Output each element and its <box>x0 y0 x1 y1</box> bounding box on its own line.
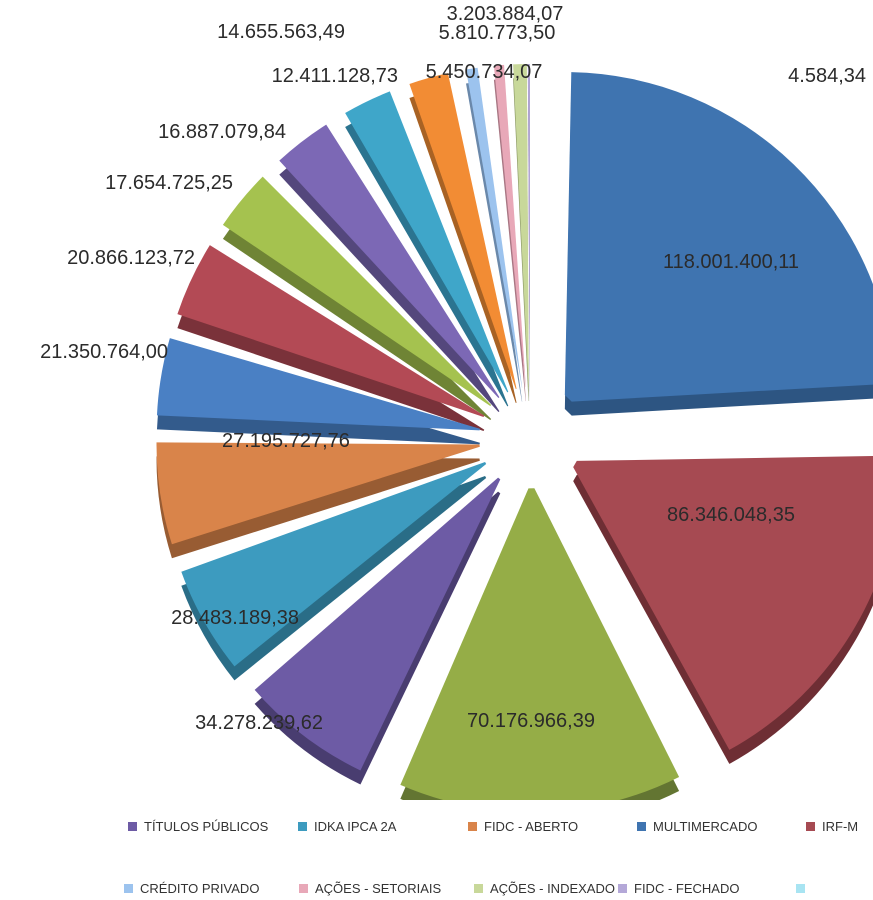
legend-label: CRÉDITO PRIVADO <box>140 880 260 896</box>
pie-slice[interactable] <box>156 338 480 431</box>
data-label: 28.483.189,38 <box>171 607 299 629</box>
pie-slice[interactable] <box>345 91 509 393</box>
legend-item[interactable]: MULTIMERCADO <box>637 814 757 838</box>
legend-label: AÇÕES - SETORIAIS <box>315 880 442 896</box>
pie-slice[interactable] <box>493 64 526 388</box>
pie-chart-svg: 118.001.400,11 86.346.048,35 70.176.966,39… <box>40 3 873 800</box>
pie-slice-side <box>409 87 517 404</box>
pie-slice[interactable] <box>465 67 523 388</box>
legend-row-1: TÍTULOS PÚBLICOS IDKA IPCA 2A FIDC - ABE… <box>0 814 873 838</box>
legend-swatch <box>474 883 483 893</box>
legend-item[interactable]: IRF-M <box>806 814 858 838</box>
legend-label: FIDC - ABERTO <box>484 818 579 834</box>
data-label: 14.655.563,49 <box>217 21 345 43</box>
legend-swatch <box>298 821 307 831</box>
legend-item[interactable]: CRÉDITO PRIVADO <box>124 876 259 900</box>
data-label: 16.887.079,84 <box>158 121 286 143</box>
legend-label: MULTIMERCADO <box>653 818 758 834</box>
legend-item[interactable]: FIDC - FECHADO <box>618 876 739 900</box>
pie-slice[interactable] <box>409 73 517 390</box>
legend-label: IDKA IPCA 2A <box>314 818 397 834</box>
pie-slice[interactable] <box>181 461 487 667</box>
data-label: 70.176.966,39 <box>467 710 595 732</box>
data-label: 4.584,34 <box>788 65 866 87</box>
data-label: 86.346.048,35 <box>667 504 795 526</box>
pie-slice-side <box>465 81 523 402</box>
pie-slice[interactable] <box>400 488 680 800</box>
legend-label: FIDC - FECHADO <box>634 880 740 896</box>
legend-item[interactable] <box>796 876 812 900</box>
pie-slice[interactable] <box>254 477 501 771</box>
data-label: 3.203.884,07 <box>447 3 564 25</box>
data-label: 118.001.400,11 <box>663 251 799 273</box>
legend-item[interactable]: AÇÕES - INDEXADO <box>474 876 615 900</box>
pie-slice[interactable] <box>527 64 530 388</box>
pie-slice[interactable] <box>513 64 529 388</box>
pie-slice[interactable] <box>222 176 492 407</box>
legend-item[interactable]: TÍTULOS PÚBLICOS <box>128 814 268 838</box>
legend-label: AÇÕES - INDEXADO <box>490 880 615 896</box>
data-label: 12.411.128,73 <box>272 65 398 87</box>
legend-item[interactable]: IDKA IPCA 2A <box>298 814 396 838</box>
legend-row-2: CRÉDITO PRIVADO AÇÕES - SETORIAIS AÇÕES … <box>0 876 873 900</box>
data-label: 5.450.734,07 <box>426 61 543 83</box>
data-label: 17.654.725,25 <box>105 172 233 194</box>
legend-swatch <box>796 883 805 893</box>
legend-label: IRF-M <box>822 818 859 834</box>
legend-swatch <box>468 821 477 831</box>
data-label: 21.350.764,00 <box>40 341 168 363</box>
pie-slice[interactable] <box>177 245 485 418</box>
pie-slice[interactable] <box>564 72 873 402</box>
legend-swatch <box>637 821 646 831</box>
legend-swatch <box>128 821 137 831</box>
data-label: 34.278.239,62 <box>195 712 323 734</box>
legend-item[interactable]: FIDC - ABERTO <box>468 814 578 838</box>
data-labels: 118.001.400,11 86.346.048,35 70.176.966,39… <box>40 3 866 734</box>
legend-swatch <box>299 883 308 893</box>
pie-slice[interactable] <box>279 124 500 398</box>
data-label: 5.810.773,50 <box>439 22 556 44</box>
pie-slices <box>156 64 873 800</box>
data-label: 20.866.123,72 <box>67 247 195 269</box>
legend-label: TÍTULOS PÚBLICOS <box>144 818 269 834</box>
pie-slice-side <box>493 78 526 402</box>
data-label: 27.195.727,76 <box>222 430 350 452</box>
legend-swatch <box>618 883 627 893</box>
legend-swatch <box>124 883 133 893</box>
pie-slice[interactable] <box>573 456 873 750</box>
legend-swatch <box>806 821 815 831</box>
legend-item[interactable]: AÇÕES - SETORIAIS <box>299 876 441 900</box>
pie-slice[interactable] <box>156 442 480 545</box>
